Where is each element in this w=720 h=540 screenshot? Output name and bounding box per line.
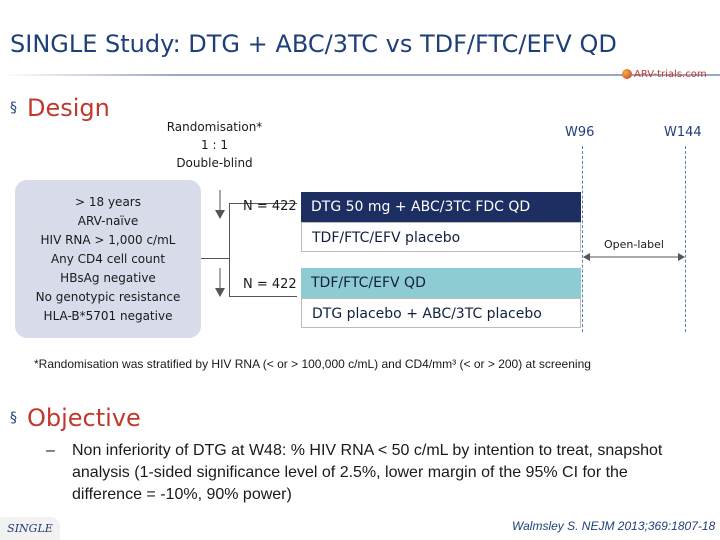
inclusion-criteria-box: > 18 years ARV-naïve HIV RNA > 1,000 c/m… — [15, 180, 201, 338]
open-label-span-arrow — [583, 253, 685, 261]
objective-text: Non inferiority of DTG at W48: % HIV RNA… — [72, 442, 663, 503]
criteria-item: HBsAg negative — [60, 271, 156, 285]
logo-text: ARV-trials.com — [634, 69, 707, 80]
section-design: § Design — [10, 94, 110, 122]
randomisation-footnote: *Randomisation was stratified by HIV RNA… — [34, 357, 591, 371]
dash-bullet: – — [46, 442, 55, 459]
w144-guide-line — [685, 146, 686, 332]
title-divider — [0, 74, 720, 76]
bullet-icon: § — [10, 410, 17, 426]
citation: Walmsley S. NEJM 2013;369:1807-18 — [512, 519, 716, 533]
randomisation-blinding: Double-blind — [176, 156, 253, 170]
connector-vertical — [229, 203, 230, 297]
criteria-item: HIV RNA > 1,000 c/mL — [40, 233, 176, 247]
criteria-item: HLA-B*5701 negative — [43, 309, 173, 323]
randomisation-label: Randomisation* 1 : 1 Double-blind — [152, 118, 277, 172]
timepoint-w144: W144 — [664, 125, 702, 140]
objective-item: – Non inferiority of DTG at W48: % HIV R… — [46, 440, 686, 506]
arm-1-placebo-bar: TDF/FTC/EFV placebo — [301, 222, 581, 252]
brand-logo: ARV-trials.com — [622, 69, 707, 80]
connector-horizontal — [201, 258, 229, 259]
page-title: SINGLE Study: DTG + ABC/3TC vs TDF/FTC/E… — [10, 30, 617, 58]
section-design-label: Design — [27, 94, 110, 122]
arm-1-active-bar: DTG 50 mg + ABC/3TC FDC QD — [301, 192, 581, 222]
bullet-icon: § — [10, 100, 17, 116]
connector-arm-2 — [229, 296, 297, 297]
arm-2-n-label: N = 422 — [243, 277, 297, 292]
connector-arm-1 — [229, 203, 297, 204]
open-label-text: Open-label — [604, 238, 664, 251]
criteria-item: > 18 years — [75, 195, 141, 209]
w96-guide-line — [582, 146, 583, 332]
arm-2-active-bar: TDF/FTC/EFV QD — [301, 268, 581, 298]
globe-icon — [622, 69, 632, 79]
study-badge: SINGLE — [0, 517, 60, 540]
section-objective-label: Objective — [27, 404, 141, 432]
randomisation-title: Randomisation* — [166, 120, 263, 134]
arrow-down-icon — [215, 268, 225, 297]
criteria-item: Any CD4 cell count — [50, 252, 166, 266]
criteria-item: ARV-naïve — [77, 214, 139, 228]
timepoint-w96: W96 — [565, 125, 595, 140]
arm-2-placebo-bar: DTG placebo + ABC/3TC placebo — [301, 298, 581, 328]
section-objective: § Objective — [10, 404, 141, 432]
arm-1-n-label: N = 422 — [243, 199, 297, 214]
randomisation-ratio: 1 : 1 — [201, 138, 228, 152]
criteria-item: No genotypic resistance — [35, 290, 181, 304]
arrow-down-icon — [215, 190, 225, 219]
